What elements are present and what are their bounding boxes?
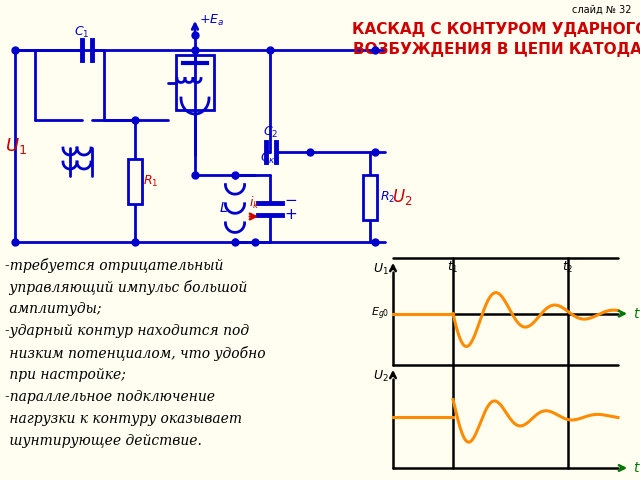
Text: -параллельное подключение: -параллельное подключение [5,390,215,404]
Text: $t$: $t$ [633,461,640,475]
Text: -ударный контур находится под: -ударный контур находится под [5,324,249,338]
Text: $U_2$: $U_2$ [373,369,389,384]
Text: $R_1$: $R_1$ [143,173,159,189]
Text: -требуется отрицательный: -требуется отрицательный [5,258,223,273]
Bar [176,55,214,110]
Text: слайд № 32: слайд № 32 [573,5,632,15]
Text: шунтирующее действие.: шунтирующее действие. [5,434,202,448]
Text: амплитуды;: амплитуды; [5,302,102,316]
Text: $R_2$: $R_2$ [380,190,396,204]
Text: $C_\kappa$: $C_\kappa$ [260,151,276,166]
Text: при настройке;: при настройке; [5,368,126,382]
Text: $t_2$: $t_2$ [563,260,573,275]
Text: $t_1$: $t_1$ [447,260,459,275]
Text: $t$: $t$ [633,307,640,321]
Text: $C_2$: $C_2$ [263,125,278,140]
Text: $+$: $+$ [284,207,297,222]
Bar [363,175,377,219]
Text: $U_1$: $U_1$ [373,262,389,277]
Text: $L$: $L$ [219,202,228,216]
Text: $i_k$: $i_k$ [249,194,260,211]
Bar [128,158,142,204]
Text: ВОЗБУЖДЕНИЯ В ЦЕПИ КАТОДА.: ВОЗБУЖДЕНИЯ В ЦЕПИ КАТОДА. [353,42,640,57]
Text: КАСКАД С КОНТУРОМ УДАРНОГО: КАСКАД С КОНТУРОМ УДАРНОГО [352,22,640,37]
Text: $U_1$: $U_1$ [5,136,27,156]
Text: низким потенциалом, что удобно: низким потенциалом, что удобно [5,346,266,361]
Text: $-$: $-$ [284,191,297,206]
Text: $U_2$: $U_2$ [392,187,412,207]
Text: $+E_a$: $+E_a$ [199,13,224,28]
Text: $C_1$: $C_1$ [74,25,90,40]
Text: $E_{g0}$: $E_{g0}$ [371,305,389,322]
Text: управляющий импульс большой: управляющий импульс большой [5,280,247,295]
Text: нагрузки к контуру оказывает: нагрузки к контуру оказывает [5,412,242,426]
